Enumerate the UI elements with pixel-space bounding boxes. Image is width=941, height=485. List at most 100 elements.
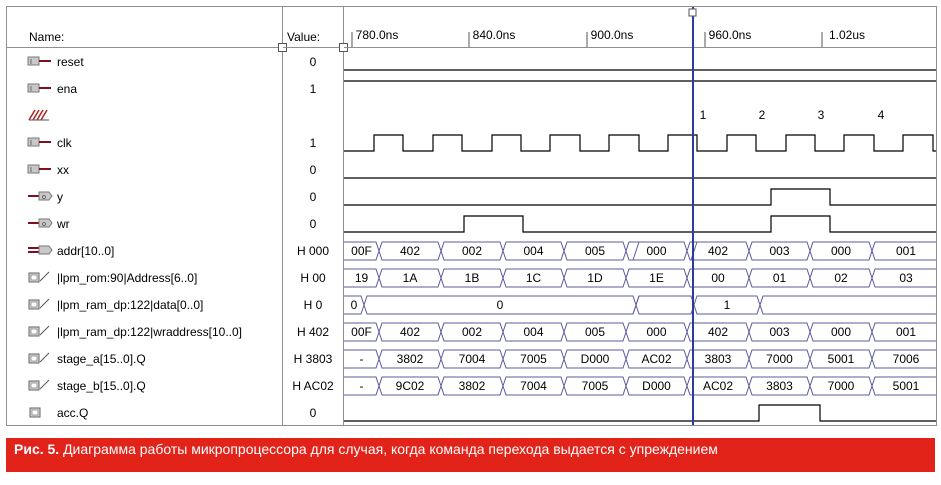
bus-value-label: 005 [585, 244, 605, 258]
signal-name: stage_b[15..0].Q [57, 379, 146, 393]
signal-value: 0 [309, 163, 317, 177]
bus-value-label: 402 [400, 244, 420, 258]
time-cursor-handle[interactable] [688, 8, 697, 17]
bus-value-label: 402 [400, 325, 420, 339]
signal-value: H 0 [303, 298, 323, 312]
bus-value-label: 0 [497, 298, 504, 312]
bus-segment [871, 268, 936, 288]
signal-waveform [344, 215, 936, 233]
bus-value-label: 1A [403, 271, 418, 285]
bus-value-label: 00F [351, 325, 372, 339]
input-pin-icon: I [27, 162, 53, 176]
bus-value-label: - [360, 352, 364, 366]
signal-value-cell: H 0 [283, 291, 343, 318]
bus-segment [871, 349, 936, 369]
bus-value-label: 003 [769, 244, 789, 258]
bus-value-label: 3802 [459, 379, 486, 393]
signal-row[interactable]: stage_b[15..0].Q [7, 372, 282, 399]
bus-segment [502, 241, 565, 261]
bus-value-label: 1C [526, 271, 542, 285]
signal-name: |lpm_ram_dp:122|data[0..0] [57, 298, 204, 312]
bus-segment [759, 295, 936, 315]
bus-segment [625, 376, 688, 396]
caption-label: Рис. 5. [14, 441, 60, 457]
bus-segment [871, 322, 936, 342]
signal-row[interactable]: acc.Q [7, 399, 282, 426]
bus-value-label: 5001 [893, 379, 920, 393]
signal-value-column: Value: 0 1 1 0 0 0 H 000 H 00 H 0 H 402 H 3803 H AC… [283, 7, 348, 425]
bus-segment [809, 241, 873, 261]
value-header-label: Value: [287, 30, 321, 44]
signal-row[interactable]: |lpm_ram_dp:122|data[0..0] [7, 291, 282, 318]
signal-name: |lpm_rom:90|Address[6..0] [57, 271, 198, 285]
bus-glitch-mark [632, 295, 640, 315]
signal-row[interactable]: |lpm_ram_dp:122|wraddress[10..0] [7, 318, 282, 345]
bus-value-label: 7005 [520, 352, 547, 366]
caption-text: Диаграмма работы микропроцессора для слу… [63, 441, 718, 457]
signal-value-cell: 0 [283, 210, 343, 237]
bus-value-label: 7004 [459, 352, 486, 366]
bus-segment [809, 268, 873, 288]
bus-segment [502, 322, 565, 342]
signal-value: 0 [309, 55, 317, 69]
signal-value-cell: H 000 [283, 237, 343, 264]
output-pin-icon: o [27, 216, 53, 230]
signal-row[interactable] [7, 102, 282, 129]
bus-value-label: 03 [899, 271, 913, 285]
bus-value-label: 000 [646, 244, 666, 258]
signal-row[interactable]: o wr [7, 210, 282, 237]
bus-value-label: 7000 [828, 379, 855, 393]
bus-value-label: 003 [769, 325, 789, 339]
waveform-area[interactable]: 780.0ns 840.0ns 900.0ns 960.0ns 1.02us 1 2 3 4 00… [344, 7, 936, 425]
bus-segment [502, 268, 565, 288]
bus-segment [748, 268, 811, 288]
bus-segment [378, 268, 442, 288]
bus-value-label: 001 [896, 244, 916, 258]
bus-value-label: 1 [724, 298, 731, 312]
bus-value-label: 01 [773, 271, 787, 285]
bus-value-label: 1B [465, 271, 480, 285]
signal-name: reset [57, 55, 84, 69]
signal-value-cell: H 402 [283, 318, 343, 345]
signal-row[interactable]: |lpm_rom:90|Address[6..0] [7, 264, 282, 291]
bus-segment [563, 268, 627, 288]
node-icon [27, 270, 53, 284]
signal-row[interactable]: addr[10..0] [7, 237, 282, 264]
bus-segment [378, 376, 442, 396]
bus-segment [871, 376, 936, 396]
bus-glitch-mark [632, 241, 640, 261]
bus-segment [625, 322, 688, 342]
input-pin-icon: I [27, 81, 53, 95]
svg-text:I: I [30, 167, 32, 174]
bus-segment [635, 295, 695, 315]
bus-segment [871, 241, 936, 261]
signal-value-cell: 0 [283, 183, 343, 210]
signal-row[interactable]: stage_a[15..0].Q [7, 345, 282, 372]
time-tick-label: 960.0ns [709, 28, 752, 42]
time-tick-label: 1.02us [829, 28, 865, 42]
node-icon [27, 324, 53, 338]
bus-value-label: 7005 [582, 379, 609, 393]
bus-segment [686, 322, 750, 342]
signal-value: 0 [309, 406, 317, 420]
signal-name: |lpm_ram_dp:122|wraddress[10..0] [57, 325, 242, 339]
bus-segment [625, 268, 688, 288]
signal-name: acc.Q [57, 406, 89, 420]
signal-value-cell: H AC02 [283, 372, 343, 399]
signal-value-cell: 1 [283, 75, 343, 102]
bus-value-label: 002 [462, 244, 482, 258]
bus-marker-icon [27, 108, 53, 122]
bus-value-label: 004 [523, 325, 543, 339]
bus-value-label: 3802 [397, 352, 424, 366]
bus-segment [502, 376, 565, 396]
time-tick-label: 780.0ns [356, 28, 399, 42]
svg-text:I: I [30, 86, 32, 93]
